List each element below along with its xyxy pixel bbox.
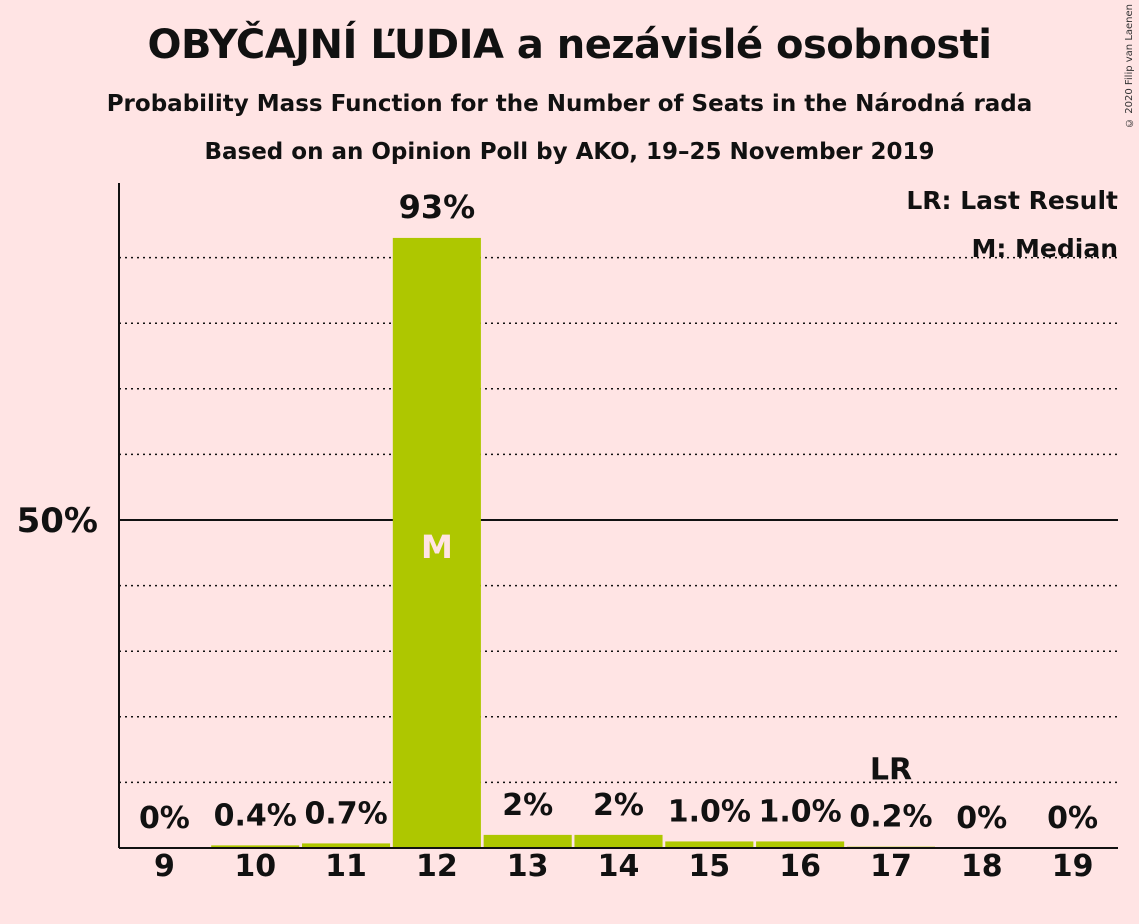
x-tick-13: 13 — [507, 849, 549, 884]
bar-15 — [665, 841, 754, 848]
data-label-15: 1.0% — [668, 794, 751, 829]
data-label-17: 0.2% — [849, 800, 932, 835]
x-tick-17: 17 — [870, 849, 912, 884]
legend-last-result: LR: Last Result — [906, 186, 1118, 215]
gridlines — [119, 256, 1118, 784]
data-label-16: 1.0% — [759, 794, 842, 829]
data-label-18: 0% — [956, 801, 1007, 836]
data-label-12: 93% — [399, 188, 476, 226]
data-label-19: 0% — [1047, 801, 1098, 836]
bar-10 — [211, 845, 300, 848]
data-label-14: 2% — [593, 788, 644, 823]
legend-median: M: Median — [971, 234, 1118, 263]
x-tick-11: 11 — [325, 849, 367, 884]
bar-13 — [483, 834, 572, 848]
median-marker: M — [421, 528, 453, 566]
x-tick-16: 16 — [779, 849, 821, 884]
data-labels: 0% 0.4% 0.7%93%M2% 2% 1.0% 1.0% 0.2%LR0% 0% — [139, 188, 1098, 836]
bar-14 — [574, 834, 663, 848]
data-label-10: 0.4% — [214, 798, 297, 833]
data-label-9: 0% — [139, 801, 190, 836]
bar-11 — [301, 843, 391, 848]
x-tick-9: 9 — [154, 849, 175, 884]
last-result-marker: LR — [870, 753, 912, 788]
x-tick-labels: 9 10 11 12 13 14 15 16 17 18 19 — [154, 849, 1093, 884]
x-tick-12: 12 — [416, 849, 458, 884]
data-label-11: 0.7% — [304, 796, 387, 831]
chart-title: OBYČAJNÍ ĽUDIA a nezávislé osobnosti — [147, 22, 993, 68]
x-tick-19: 19 — [1052, 849, 1094, 884]
x-tick-18: 18 — [961, 849, 1003, 884]
bar-16 — [756, 841, 845, 848]
chart-subtitle: Probability Mass Function for the Number… — [106, 91, 1033, 117]
x-tick-15: 15 — [688, 849, 730, 884]
bars — [211, 237, 936, 849]
data-label-13: 2% — [502, 788, 553, 823]
chart-source: Based on an Opinion Poll by AKO, 19–25 N… — [204, 139, 935, 165]
x-tick-14: 14 — [598, 849, 640, 884]
y-tick-label: 50% — [17, 501, 98, 541]
x-tick-10: 10 — [234, 849, 276, 884]
bar-12 — [392, 237, 481, 849]
